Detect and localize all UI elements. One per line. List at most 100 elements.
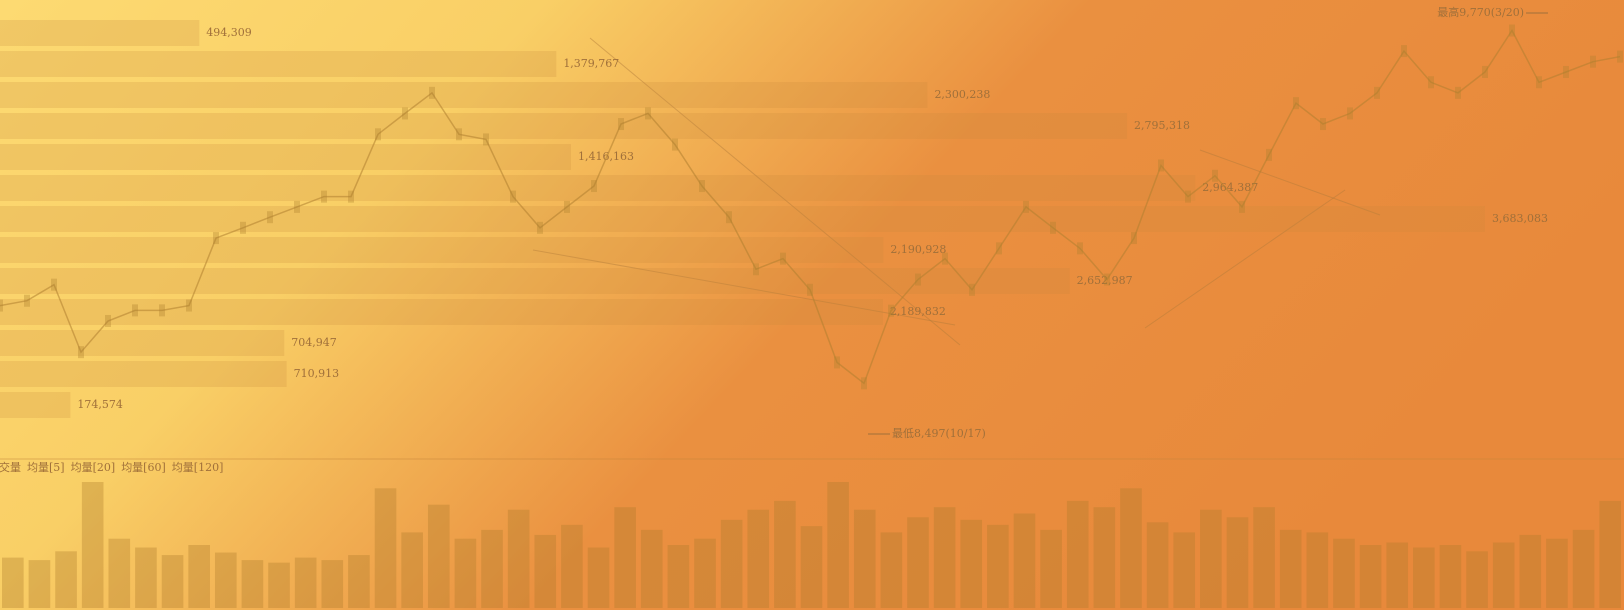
price-point xyxy=(1347,107,1353,120)
volume-bar xyxy=(1226,517,1249,608)
profile-label: 2,190,928 xyxy=(890,243,946,256)
price-point xyxy=(51,278,57,291)
price-point xyxy=(1104,273,1110,286)
volume-bar xyxy=(960,519,983,608)
price-point xyxy=(888,304,894,317)
price-point xyxy=(1509,24,1515,37)
volume-bar xyxy=(294,557,317,608)
price-point xyxy=(1023,200,1029,213)
price-point xyxy=(375,128,381,141)
profile-bar xyxy=(0,144,571,170)
price-point xyxy=(1428,76,1434,89)
profile-label: 710,913 xyxy=(294,367,340,380)
price-point xyxy=(213,232,219,245)
volume-bar xyxy=(321,560,344,608)
volume-bar xyxy=(374,488,397,608)
profile-label: 2,795,318 xyxy=(1134,119,1190,132)
price-point xyxy=(645,107,651,120)
volume-bar xyxy=(853,509,876,608)
volume-bar xyxy=(747,509,770,608)
volume-bar xyxy=(1466,551,1488,608)
profile-bar xyxy=(0,299,883,325)
price-point xyxy=(780,252,786,265)
price-point xyxy=(1590,55,1596,68)
price-point xyxy=(537,221,543,234)
price-point xyxy=(510,190,516,203)
volume-bar xyxy=(348,555,370,608)
profile-bar xyxy=(0,392,71,418)
price-point xyxy=(942,252,948,265)
volume-bar xyxy=(614,507,636,608)
volume-bar xyxy=(1333,538,1355,608)
volume-bar xyxy=(667,545,690,608)
volume-bar xyxy=(454,538,477,608)
price-point xyxy=(240,221,246,234)
volume-bar xyxy=(1572,529,1595,608)
price-point xyxy=(1077,242,1083,255)
volume-bar xyxy=(1546,538,1568,608)
price-point xyxy=(267,211,273,224)
trend-lines xyxy=(532,37,1381,346)
volume-bar xyxy=(933,507,956,608)
price-point xyxy=(1455,86,1461,99)
volume-bar xyxy=(987,524,1009,608)
volume-bar xyxy=(1439,545,1462,608)
profile-label: 1,416,163 xyxy=(578,150,634,163)
price-point xyxy=(159,304,165,317)
price-point xyxy=(1617,50,1623,63)
price-point xyxy=(618,118,624,131)
volume-bar xyxy=(800,526,823,608)
price-point xyxy=(1131,232,1137,245)
volume-legend-item: 均量[5] xyxy=(27,461,65,474)
price-line xyxy=(0,29,1621,385)
profile-bar xyxy=(0,268,1070,294)
price-point xyxy=(1401,45,1407,58)
volume-bar xyxy=(268,562,290,608)
volume-profile: 494,309 1,379,767 2,300,238 2,795,318 1,416,… xyxy=(0,20,1548,418)
price-point xyxy=(1536,76,1542,89)
volume-bar xyxy=(534,534,557,608)
low-label: 最低8,497(10/17) xyxy=(892,427,986,440)
price-point xyxy=(699,180,705,193)
profile-label: 3,683,083 xyxy=(1492,212,1548,225)
price-point xyxy=(915,273,921,286)
annotations: 最高9,770(3/20) 最低8,497(10/17) 成交量均量[5] 均量[20… xyxy=(0,5,1548,474)
volume-bar xyxy=(774,500,796,608)
price-point xyxy=(348,190,354,203)
volume-bar xyxy=(1413,547,1435,608)
profile-label: 174,574 xyxy=(77,398,123,411)
volume-legend-item: 均量[120] xyxy=(172,461,224,474)
volume-legend-item: 成交量 xyxy=(0,460,21,474)
price-point xyxy=(564,200,570,213)
volume-bar xyxy=(640,529,663,608)
price-point xyxy=(483,133,489,146)
profile-label: 1,379,767 xyxy=(563,57,619,70)
volume-bar xyxy=(1492,542,1515,608)
profile-bar xyxy=(0,51,557,77)
volume-bar xyxy=(1013,513,1036,608)
volume-bar xyxy=(694,538,716,608)
profile-label: 2,652,987 xyxy=(1077,274,1133,287)
price-point xyxy=(861,377,867,390)
price-point xyxy=(402,107,408,120)
price-point xyxy=(0,299,3,312)
volume-bar xyxy=(241,560,264,608)
profile-label: 2,189,832 xyxy=(890,305,946,318)
price-point xyxy=(834,356,840,369)
price-point xyxy=(996,242,1002,255)
price-point xyxy=(1563,65,1569,78)
price-point xyxy=(186,299,192,312)
price-point xyxy=(1482,65,1488,78)
price-point xyxy=(456,128,462,141)
volume-bar xyxy=(720,519,743,608)
price-point xyxy=(1266,148,1272,161)
volume-bar xyxy=(214,552,237,608)
price-point xyxy=(1050,221,1056,234)
profile-label: 704,947 xyxy=(291,336,337,349)
profile-bar xyxy=(0,113,1128,139)
volume-bar xyxy=(1253,507,1275,608)
volume-bar xyxy=(81,482,104,608)
volume-bar xyxy=(1599,500,1621,608)
